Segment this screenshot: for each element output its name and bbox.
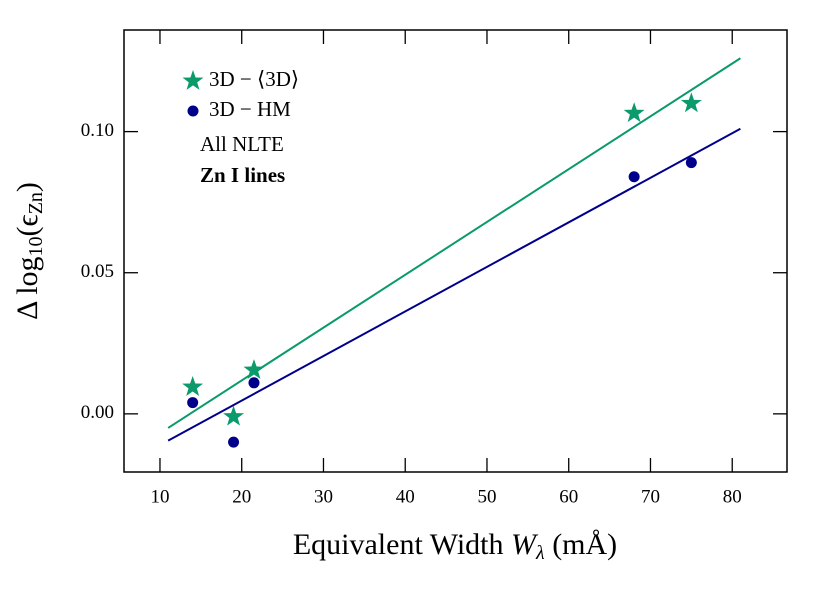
legend-marker [182, 70, 204, 90]
y-label-part: Δ log [11, 256, 44, 319]
point [623, 102, 645, 123]
x-label-part: W [511, 528, 539, 561]
x-axis-label: Equivalent Width Wλ (mÅ) [293, 528, 617, 564]
point [680, 92, 702, 113]
x-label-part: λ [535, 542, 545, 564]
x-tick-label: 70 [641, 486, 660, 507]
point [187, 397, 199, 409]
y-label-part: (ϵ [11, 214, 44, 236]
fit-line [167, 127, 741, 442]
plot-frame [123, 29, 788, 473]
point [685, 157, 697, 169]
y-tick-label: 0.00 [81, 402, 114, 423]
legend-marker [187, 105, 199, 117]
x-tick-label: 60 [559, 486, 578, 507]
annotation: Zn I lines [200, 163, 285, 187]
x-tick-label: 20 [232, 486, 251, 507]
x-tick-label: 50 [477, 486, 496, 507]
point [248, 377, 260, 389]
legend-label: 3D − HM [209, 97, 291, 121]
y-axis-label: Δ log10(ϵZn) [11, 182, 47, 320]
legend-label: 3D − ⟨3D⟩ [209, 67, 299, 91]
y-tick-label: 0.10 [81, 120, 114, 141]
fit-line [167, 57, 741, 429]
x-label-part: Equivalent Width [293, 528, 511, 561]
x-tick-label: 40 [396, 486, 415, 507]
y-label-part: ) [11, 182, 44, 192]
annotation: All NLTE [200, 132, 284, 156]
point [243, 359, 265, 380]
point [223, 405, 245, 426]
point [182, 376, 204, 396]
x-tick-label: 30 [314, 486, 333, 507]
point [628, 171, 640, 183]
y-label-part: 10 [25, 236, 47, 256]
point [228, 436, 240, 448]
y-tick-label: 0.05 [81, 261, 114, 282]
x-tick-label: 80 [723, 486, 742, 507]
x-tick-label: 10 [150, 486, 169, 507]
x-label-part: (mÅ) [545, 528, 617, 561]
y-label-part: Zn [25, 192, 47, 214]
